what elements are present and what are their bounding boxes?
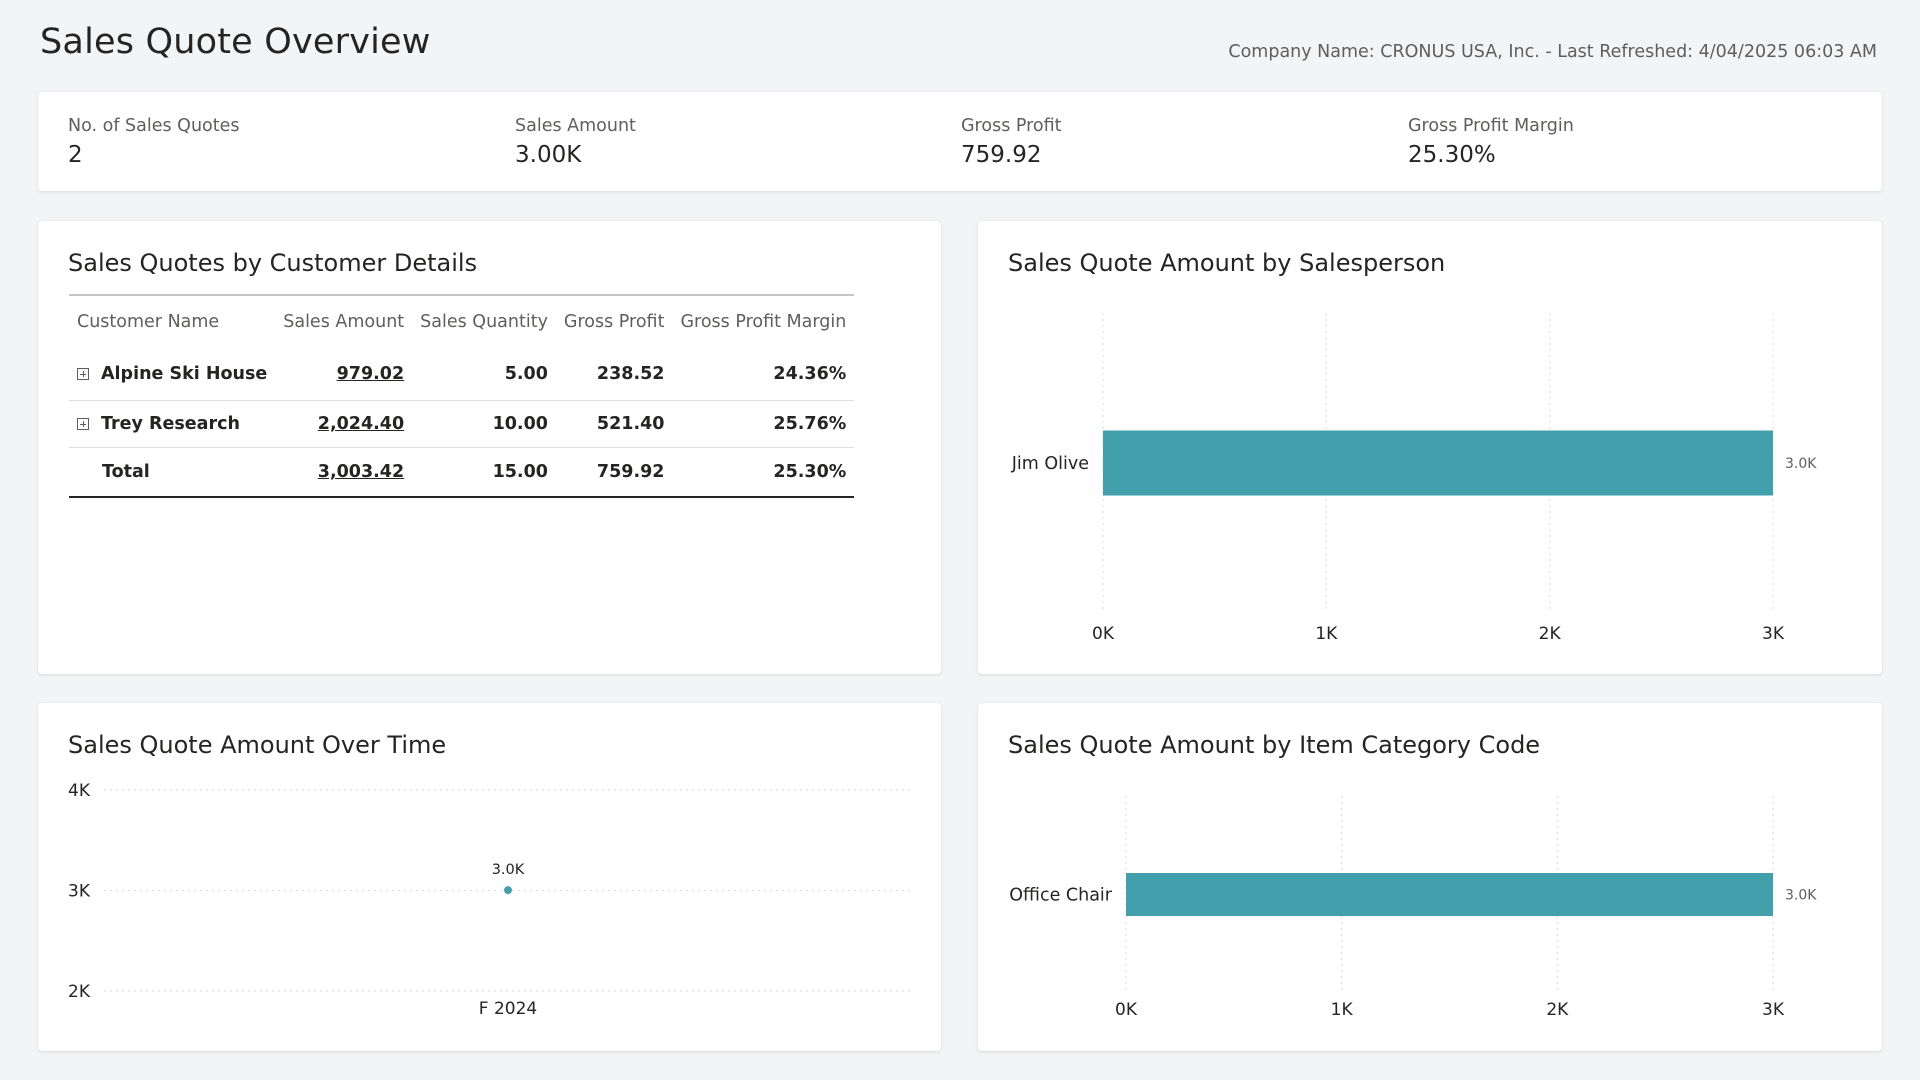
salesperson-bar-chart: 0K 1K 2K 3K Jim Olive 3.0K: [1011, 313, 1817, 644]
column-header-gross-profit-margin[interactable]: Gross Profit Margin: [672, 294, 855, 348]
column-header-gross-profit[interactable]: Gross Profit: [555, 294, 673, 348]
category-label: Jim Olive: [1011, 454, 1089, 474]
bar[interactable]: [1126, 873, 1773, 916]
data-label: 3.0K: [1785, 888, 1817, 904]
kpi-value: 25.30%: [1408, 142, 1496, 168]
table-total-row: Total 3,003.42 15.00 759.92 25.30%: [69, 447, 855, 498]
over-time-chart-card: Sales Quote Amount Over Time 2K 3K 4K F 202…: [38, 703, 941, 1051]
category-label: Office Chair: [1009, 886, 1113, 906]
kpi-value: 2: [68, 142, 83, 168]
customer-name: Trey Research: [101, 414, 240, 434]
kpi-value: 3.00K: [515, 142, 582, 168]
customer-details-table: Customer Name Sales Amount Sales Quantit…: [69, 294, 855, 498]
over-time-line-chart: 2K 3K 4K F 2024 3.0K: [68, 781, 912, 1019]
table-row: Alpine Ski House 979.02 5.00 238.52 24.3…: [69, 348, 855, 401]
card-title: Sales Quote Amount by Item Category Code: [1008, 731, 1541, 759]
y-tick-label: 3K: [68, 882, 91, 902]
x-tick-label: 3K: [1762, 624, 1785, 644]
card-title: Sales Quotes by Customer Details: [68, 249, 478, 277]
total-sales-amount-link[interactable]: 3,003.42: [275, 447, 413, 498]
customer-name-cell: Alpine Ski House: [69, 348, 276, 401]
table-row: Trey Research 2,024.40 10.00 521.40 25.7…: [69, 400, 855, 448]
kpi-label: No. of Sales Quotes: [68, 116, 240, 136]
column-header-sales-amount[interactable]: Sales Amount: [275, 294, 413, 348]
y-tick-label: 2K: [68, 982, 91, 1002]
expand-icon[interactable]: [77, 368, 89, 380]
total-gross-profit: 759.92: [555, 447, 673, 498]
card-title: Sales Quote Amount Over Time: [68, 731, 447, 759]
item-category-bar-chart: 0K 1K 2K 3K Office Chair 3.0K: [1009, 796, 1817, 1020]
bar[interactable]: [1103, 430, 1773, 496]
gross-profit-margin-cell: 24.36%: [672, 348, 855, 401]
kpi-no-of-sales-quotes[interactable]: No. of Sales Quotes 2: [68, 116, 240, 168]
kpi-card: No. of Sales Quotes 2 Sales Amount 3.00K…: [38, 92, 1882, 191]
total-label: Total: [102, 462, 150, 482]
kpi-gross-profit[interactable]: Gross Profit 759.92: [961, 116, 1062, 168]
x-tick-label: 3K: [1762, 1000, 1785, 1020]
company-refresh-info: Company Name: CRONUS USA, Inc. - Last Re…: [1228, 42, 1877, 62]
x-tick-label: F 2024: [479, 999, 537, 1019]
x-tick-label: 2K: [1539, 624, 1562, 644]
column-header-sales-quantity[interactable]: Sales Quantity: [412, 294, 556, 348]
gross-profit-margin-cell: 25.76%: [672, 400, 855, 448]
sales-amount-link[interactable]: 979.02: [275, 348, 413, 401]
x-tick-label: 2K: [1546, 1000, 1569, 1020]
kpi-value: 759.92: [961, 142, 1042, 168]
x-tick-label: 0K: [1115, 1000, 1138, 1020]
kpi-label: Sales Amount: [515, 116, 636, 136]
kpi-sales-amount[interactable]: Sales Amount 3.00K: [515, 116, 636, 168]
salesperson-chart-card: Sales Quote Amount by Salesperson 0K 1K 2K…: [978, 221, 1882, 674]
total-label-cell: Total: [69, 447, 276, 498]
x-tick-label: 0K: [1092, 624, 1115, 644]
page-title: Sales Quote Overview: [40, 22, 431, 62]
x-tick-label: 1K: [1331, 1000, 1354, 1020]
kpi-label: Gross Profit: [961, 116, 1062, 136]
x-tick-label: 1K: [1315, 624, 1338, 644]
table-header-row: Customer Name Sales Amount Sales Quantit…: [69, 294, 855, 348]
sales-amount-link[interactable]: 2,024.40: [275, 400, 413, 448]
total-sales-quantity: 15.00: [412, 447, 556, 498]
customer-name: Alpine Ski House: [101, 364, 268, 384]
item-category-chart-card: Sales Quote Amount by Item Category Code…: [978, 703, 1882, 1051]
customer-name-cell: Trey Research: [69, 400, 276, 448]
sales-quantity-cell: 10.00: [412, 400, 556, 448]
gross-profit-cell: 238.52: [555, 348, 673, 401]
data-point[interactable]: [504, 886, 512, 895]
y-tick-label: 4K: [68, 781, 91, 801]
gross-profit-cell: 521.40: [555, 400, 673, 448]
total-gross-profit-margin: 25.30%: [672, 447, 855, 498]
card-title: Sales Quote Amount by Salesperson: [1008, 249, 1446, 277]
kpi-label: Gross Profit Margin: [1408, 116, 1574, 136]
expand-icon[interactable]: [77, 418, 89, 430]
sales-quantity-cell: 5.00: [412, 348, 556, 401]
data-label: 3.0K: [1785, 456, 1817, 472]
kpi-gross-profit-margin[interactable]: Gross Profit Margin 25.30%: [1408, 116, 1574, 168]
customer-details-card: Sales Quotes by Customer Details Custome…: [38, 221, 941, 674]
data-label: 3.0K: [492, 862, 525, 878]
column-header-customer-name[interactable]: Customer Name: [69, 294, 276, 348]
